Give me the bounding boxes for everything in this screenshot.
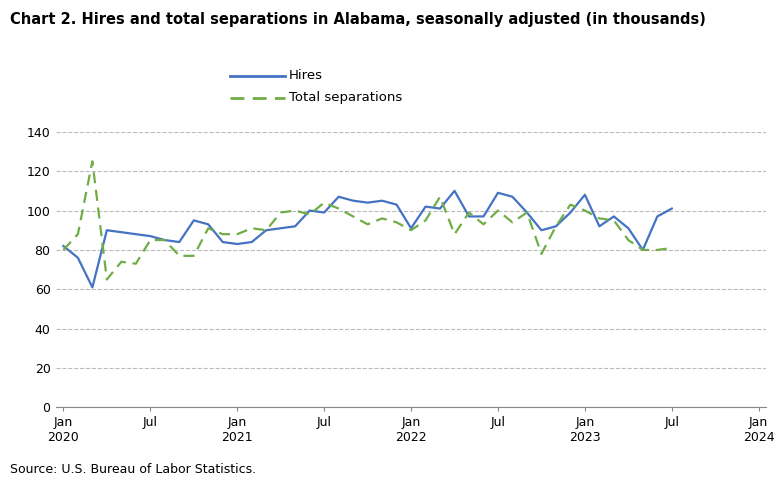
Text: Total separations: Total separations bbox=[289, 91, 402, 104]
Text: Source: U.S. Bureau of Labor Statistics.: Source: U.S. Bureau of Labor Statistics. bbox=[10, 463, 257, 476]
Text: Hires: Hires bbox=[289, 69, 323, 82]
Text: Chart 2. Hires and total separations in Alabama, seasonally adjusted (in thousan: Chart 2. Hires and total separations in … bbox=[10, 12, 706, 27]
